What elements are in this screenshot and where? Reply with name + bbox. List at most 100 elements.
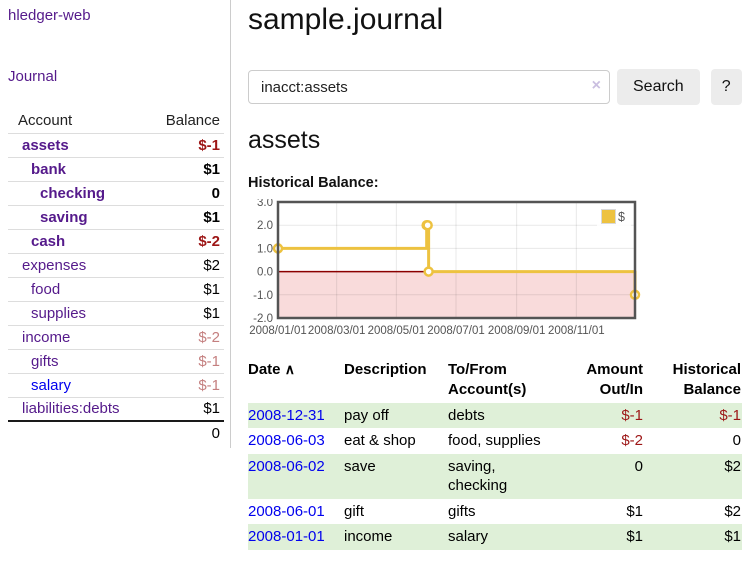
account-link[interactable]: saving — [40, 208, 88, 226]
account-balance: $-1 — [149, 349, 224, 374]
x-tick-label: 2008/07/01 — [427, 325, 485, 337]
search-input[interactable] — [248, 70, 610, 104]
account-row: assets $-1 — [8, 133, 224, 158]
negative-region — [278, 271, 635, 318]
column-amount: Amount Out/In — [586, 361, 643, 398]
transaction-balance: 0 — [732, 432, 741, 450]
account-balance: $1 — [149, 301, 224, 326]
register-row[interactable]: 2008-06-01 gift gifts $1 $2 — [248, 499, 742, 525]
account-link[interactable]: supplies — [31, 304, 87, 322]
transaction-date-link[interactable]: 2008-06-03 — [248, 432, 325, 450]
account-row: liabilities:debts $1 — [8, 397, 224, 421]
account-row: saving $1 — [8, 205, 224, 230]
transaction-date: 2008-06-02 — [248, 454, 344, 499]
column-accounts: To/From Account(s) — [448, 361, 527, 398]
transaction-description: eat & shop — [344, 432, 416, 450]
transaction-amount: $-1 — [621, 406, 643, 424]
transaction-date-link[interactable]: 2008-01-01 — [248, 528, 325, 546]
account-row: gifts $-1 — [8, 349, 224, 374]
transaction-amount: $-2 — [621, 432, 643, 450]
column-date[interactable]: Date ∧ — [248, 358, 344, 403]
main-content: sample.journal × Search ? assets Histori… — [248, 0, 742, 550]
sidebar: hledger-web Journal Account Balance asse… — [0, 0, 231, 448]
transaction-accounts: debts — [448, 406, 485, 424]
transaction-date: 2008-06-01 — [248, 499, 344, 525]
data-point — [423, 266, 434, 277]
account-link[interactable]: bank — [31, 160, 67, 178]
nav-journal-link[interactable]: Journal — [8, 68, 58, 85]
transaction-date-link[interactable]: 2008-06-02 — [248, 457, 325, 475]
transaction-date-link[interactable]: 2008-12-31 — [248, 406, 325, 424]
transaction-amount: $1 — [626, 502, 643, 520]
search-box: × — [248, 70, 610, 104]
accounts-total-row: 0 — [8, 420, 224, 445]
transaction-accounts: food, supplies — [448, 432, 541, 450]
account-link[interactable]: checking — [40, 184, 106, 202]
account-balance: $1 — [149, 157, 224, 182]
search-button[interactable]: Search — [617, 69, 700, 105]
column-balance: Historical Balance — [672, 361, 741, 398]
transaction-accounts: saving, checking — [448, 457, 508, 495]
register-table: Date ∧ Description To/From Account(s) Am… — [248, 358, 742, 550]
sort-ascending-icon: ∧ — [284, 361, 295, 377]
account-balance: 0 — [149, 181, 224, 206]
chart-label: Historical Balance: — [248, 175, 379, 191]
account-link[interactable]: salary — [31, 376, 72, 394]
historical-balance-chart[interactable]: $3.0 2.0 1.0 0.0 -1.0 -2.0 2008/01/01 2008/03/0… — [248, 197, 742, 341]
transaction-date: 2008-12-31 — [248, 403, 344, 429]
account-row: salary $-1 — [8, 373, 224, 398]
clear-search-icon[interactable]: × — [591, 77, 601, 94]
register-row[interactable]: 2008-06-02 save saving, checking 0 $2 — [248, 453, 742, 499]
y-tick-label: 1.0 — [257, 243, 273, 255]
account-row: expenses $2 — [8, 253, 224, 278]
accounts-total-spacer — [8, 420, 150, 445]
transaction-date-link[interactable]: 2008-06-01 — [248, 502, 325, 520]
account-balance: $1 — [149, 277, 224, 302]
app-brand-link[interactable]: hledger-web — [8, 7, 91, 24]
account-link[interactable]: income — [22, 328, 71, 346]
account-balance: $-1 — [149, 133, 224, 158]
account-row: food $1 — [8, 277, 224, 302]
transaction-amount: $1 — [626, 528, 643, 546]
account-row: checking 0 — [8, 181, 224, 206]
transaction-accounts: gifts — [448, 502, 476, 520]
account-link[interactable]: liabilities:debts — [22, 400, 120, 418]
x-tick-label: 2008/01/01 — [249, 325, 307, 337]
account-link[interactable]: cash — [31, 232, 66, 250]
x-tick-label: 2008/03/01 — [308, 325, 366, 337]
register-row[interactable]: 2008-01-01 income salary $1 $1 — [248, 524, 742, 550]
y-tick-label: -1.0 — [253, 290, 273, 302]
column-description: Description — [344, 361, 427, 378]
account-row: bank $1 — [8, 157, 224, 182]
register-row[interactable]: 2008-12-31 pay off debts $-1 $-1 — [248, 402, 742, 429]
account-link[interactable]: gifts — [31, 352, 59, 370]
page-title: sample.journal — [248, 3, 444, 36]
account-balance: $-1 — [149, 373, 224, 398]
help-button[interactable]: ? — [710, 69, 742, 105]
legend-label: $ — [618, 210, 625, 224]
account-link[interactable]: food — [31, 280, 61, 298]
accounts-header-balance: Balance — [149, 108, 224, 134]
transaction-date: 2008-01-01 — [248, 524, 344, 550]
y-tick-label: 2.0 — [257, 220, 273, 232]
account-link[interactable]: assets — [22, 136, 69, 154]
x-tick-label: 2008/05/01 — [368, 325, 426, 337]
transaction-balance: $2 — [724, 502, 741, 520]
accounts-header-account: Account — [8, 108, 150, 134]
register-row[interactable]: 2008-06-03 eat & shop food, supplies $-2 0 — [248, 428, 742, 454]
register-header-row: Date ∧ Description To/From Account(s) Am… — [248, 358, 742, 403]
accounts-total-value: 0 — [149, 420, 224, 445]
transaction-balance: $1 — [724, 528, 741, 546]
account-row: supplies $1 — [8, 301, 224, 326]
search-form: × Search ? — [248, 69, 742, 105]
transaction-description: gift — [344, 502, 365, 520]
account-row: income $-2 — [8, 325, 224, 350]
account-title: assets — [248, 126, 321, 154]
data-point — [422, 219, 433, 231]
column-date-label: Date — [248, 361, 281, 378]
account-balance: $1 — [203, 400, 220, 418]
account-link[interactable]: expenses — [22, 256, 87, 274]
accounts-header-row: Account Balance — [8, 108, 224, 134]
account-row: cash $-2 — [8, 229, 224, 254]
